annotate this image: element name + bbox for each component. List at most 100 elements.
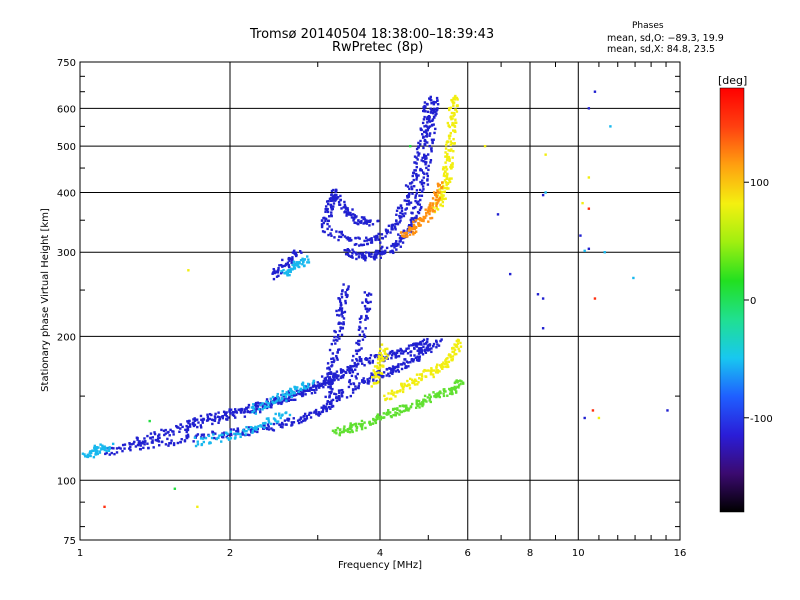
data-point <box>384 352 387 356</box>
data-point <box>338 235 341 238</box>
data-point <box>457 384 461 387</box>
data-point <box>449 140 453 143</box>
data-point <box>227 416 230 419</box>
data-point <box>353 214 356 217</box>
data-point <box>452 350 456 354</box>
data-point <box>179 427 182 430</box>
data-point <box>166 437 169 441</box>
data-point <box>419 340 422 344</box>
data-point <box>83 453 86 456</box>
data-point <box>422 171 425 174</box>
data-point <box>453 348 457 351</box>
data-point <box>92 455 96 459</box>
data-point <box>457 339 461 342</box>
data-point <box>179 441 182 444</box>
data-point <box>399 204 403 207</box>
data-point <box>450 163 453 167</box>
data-point <box>358 359 362 363</box>
data-point <box>632 276 635 280</box>
data-point <box>164 432 167 435</box>
data-points <box>81 90 669 509</box>
data-point <box>295 261 299 264</box>
data-point <box>433 116 436 119</box>
data-point <box>372 379 375 382</box>
data-point <box>89 454 92 458</box>
data-point <box>287 256 291 260</box>
data-point <box>367 309 370 312</box>
data-point <box>194 418 197 421</box>
data-point <box>416 151 419 154</box>
data-point <box>445 175 449 178</box>
data-point <box>265 426 268 430</box>
data-point <box>296 386 299 389</box>
data-point <box>423 368 426 372</box>
data-point <box>447 187 450 190</box>
data-point <box>347 385 351 389</box>
data-point <box>354 236 357 240</box>
data-point <box>275 395 279 398</box>
data-point <box>279 416 282 420</box>
data-point <box>386 367 389 371</box>
data-point <box>360 427 364 431</box>
data-point <box>363 364 366 367</box>
data-point <box>342 322 345 326</box>
data-point <box>381 245 384 249</box>
data-point <box>365 293 369 297</box>
data-point <box>423 342 426 346</box>
data-point <box>377 371 380 374</box>
data-point <box>340 293 343 296</box>
data-point <box>417 223 420 226</box>
data-point <box>416 210 420 214</box>
data-point <box>335 374 338 377</box>
data-point <box>390 368 393 372</box>
data-point <box>283 264 286 268</box>
data-point <box>416 404 419 408</box>
data-point <box>429 158 433 162</box>
data-point <box>430 367 433 370</box>
data-point <box>376 219 380 223</box>
data-point <box>289 270 292 273</box>
data-point <box>245 430 248 433</box>
data-point <box>455 345 459 348</box>
data-point <box>143 440 146 443</box>
data-point <box>326 367 329 370</box>
data-point <box>422 338 426 342</box>
data-point <box>415 178 418 181</box>
data-point <box>362 254 365 257</box>
data-point <box>249 425 253 429</box>
data-point <box>402 214 406 218</box>
data-point <box>344 206 348 209</box>
data-point <box>417 357 421 360</box>
data-point <box>389 231 392 234</box>
data-point <box>364 258 367 262</box>
data-point <box>346 368 349 372</box>
data-point <box>422 146 425 150</box>
data-point <box>287 396 291 400</box>
data-point <box>333 329 336 333</box>
data-point <box>228 410 231 413</box>
data-point <box>442 166 445 169</box>
data-point <box>340 232 343 235</box>
data-point <box>261 406 265 409</box>
data-point <box>186 433 190 436</box>
data-point <box>103 505 106 509</box>
data-point <box>276 420 280 423</box>
data-point <box>386 354 389 357</box>
data-point <box>133 440 136 444</box>
data-point <box>397 370 401 373</box>
data-point <box>329 407 332 410</box>
data-point <box>148 419 151 423</box>
data-point <box>435 369 438 372</box>
data-point <box>354 221 357 225</box>
data-point <box>337 394 341 398</box>
data-point <box>409 360 412 364</box>
data-point <box>450 111 454 115</box>
data-point <box>328 376 332 379</box>
data-point <box>268 405 272 409</box>
data-point <box>340 430 344 434</box>
data-point <box>143 443 146 446</box>
data-point <box>398 413 401 416</box>
data-point <box>348 371 352 375</box>
data-point <box>281 258 284 262</box>
data-point <box>106 447 109 450</box>
